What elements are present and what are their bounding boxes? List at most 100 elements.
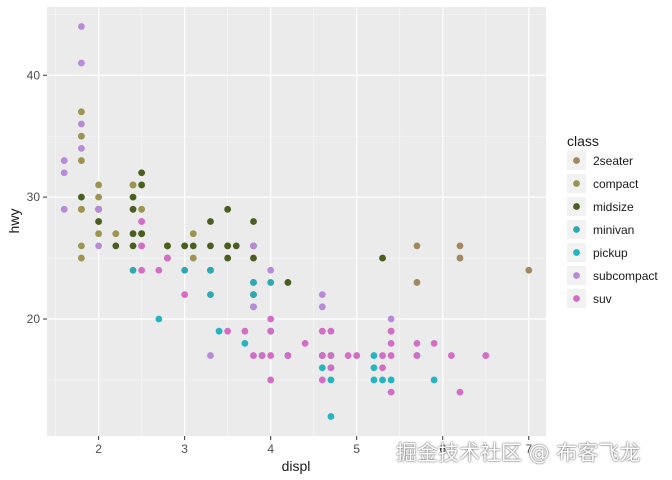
point-midsize — [189, 242, 197, 250]
point-suv — [138, 266, 146, 274]
point-suv — [379, 352, 386, 359]
point-subcompact — [207, 352, 214, 359]
point-pickup — [387, 376, 395, 384]
x-tick-label: 5 — [353, 442, 360, 456]
point-suv — [267, 327, 275, 335]
point-minivan — [250, 279, 257, 286]
point-compact — [129, 181, 137, 189]
point-midsize — [138, 230, 146, 238]
point-suv — [284, 352, 292, 359]
point-minivan — [267, 279, 275, 286]
point-subcompact — [95, 205, 103, 213]
point-subcompact — [78, 120, 85, 128]
point-subcompact — [250, 303, 257, 311]
point-suv — [327, 327, 335, 335]
point-midsize — [250, 254, 257, 262]
legend-label-minivan: minivan — [593, 223, 634, 237]
point-compact — [112, 230, 120, 238]
legend: class 2seater compact midsize minivan pickup… — [567, 133, 658, 308]
point-suv — [138, 242, 146, 250]
point-subcompact — [78, 144, 85, 152]
grid — [47, 7, 546, 436]
point-suv — [413, 352, 421, 359]
point-pickup — [370, 376, 378, 384]
point-suv — [267, 352, 275, 359]
point-midsize — [224, 242, 232, 250]
point-minivan — [181, 266, 189, 274]
x-tick-label: 2 — [95, 442, 102, 456]
y-axis-title: hwy — [6, 209, 22, 234]
point-suv — [267, 376, 275, 384]
point-suv — [430, 339, 438, 347]
point-compact — [78, 205, 85, 213]
x-tick-label: 6 — [439, 442, 446, 456]
legend-label-pickup: pickup — [593, 246, 628, 260]
point-suv — [413, 339, 421, 347]
point-midsize — [112, 242, 120, 250]
point-pickup — [215, 327, 223, 335]
legend-swatch-subcompact — [573, 272, 580, 279]
point-suv — [155, 266, 163, 274]
point-subcompact — [60, 157, 68, 164]
point-midsize — [138, 181, 146, 189]
point-midsize — [129, 193, 137, 201]
point-compact — [78, 132, 85, 140]
point-subcompact — [318, 303, 326, 311]
point-subcompact — [95, 242, 103, 250]
point-midsize — [129, 242, 137, 250]
point-suv — [258, 352, 266, 359]
plot-panel — [47, 7, 546, 436]
legend-label-suv: suv — [593, 292, 612, 306]
y-tick-label: 40 — [27, 68, 41, 82]
point-compact — [189, 230, 197, 238]
point-suv — [318, 376, 326, 384]
point-midsize — [78, 193, 85, 201]
point-compact — [95, 181, 103, 189]
point-suv — [164, 254, 171, 262]
point-subcompact — [60, 205, 68, 213]
point-midsize — [250, 218, 257, 225]
legend-swatch-minivan — [573, 226, 580, 233]
point-suv — [447, 352, 455, 359]
point-suv — [387, 339, 395, 347]
point-suv — [482, 352, 490, 359]
x-tick-label: 4 — [267, 442, 274, 456]
point-subcompact — [78, 23, 85, 30]
point-pickup — [327, 376, 335, 384]
legend-swatch-2seater — [573, 157, 580, 164]
point-midsize — [129, 205, 137, 213]
point-compact — [78, 242, 85, 250]
x-tick-label: 7 — [525, 442, 532, 456]
point-suv — [387, 388, 395, 396]
point-suv — [250, 352, 257, 359]
point-compact — [78, 108, 85, 116]
points — [60, 23, 533, 420]
point-compact — [95, 230, 103, 238]
x-ticks: 2 3 4 5 6 7 — [95, 436, 532, 456]
point-subcompact — [250, 242, 257, 250]
point-pickup — [241, 339, 249, 347]
x-axis-title: displ — [282, 458, 311, 474]
y-tick-label: 20 — [27, 312, 41, 326]
point-2seater — [456, 242, 464, 250]
point-suv — [387, 327, 395, 335]
point-pickup — [379, 376, 386, 384]
point-suv — [327, 364, 335, 372]
point-minivan — [250, 291, 257, 299]
legend-swatch-midsize — [573, 203, 580, 210]
legend-label-2seater: 2seater — [593, 154, 633, 168]
point-midsize — [284, 279, 292, 286]
point-suv — [387, 352, 395, 359]
point-subcompact — [318, 291, 326, 299]
point-2seater — [413, 242, 421, 250]
legend-title: class — [567, 133, 599, 149]
point-suv — [344, 352, 352, 359]
legend-swatch-suv — [573, 295, 580, 302]
point-midsize — [207, 218, 214, 225]
point-pickup — [370, 364, 378, 372]
point-suv — [456, 388, 464, 396]
point-midsize — [224, 205, 232, 213]
point-suv — [241, 327, 249, 335]
point-pickup — [430, 376, 438, 384]
